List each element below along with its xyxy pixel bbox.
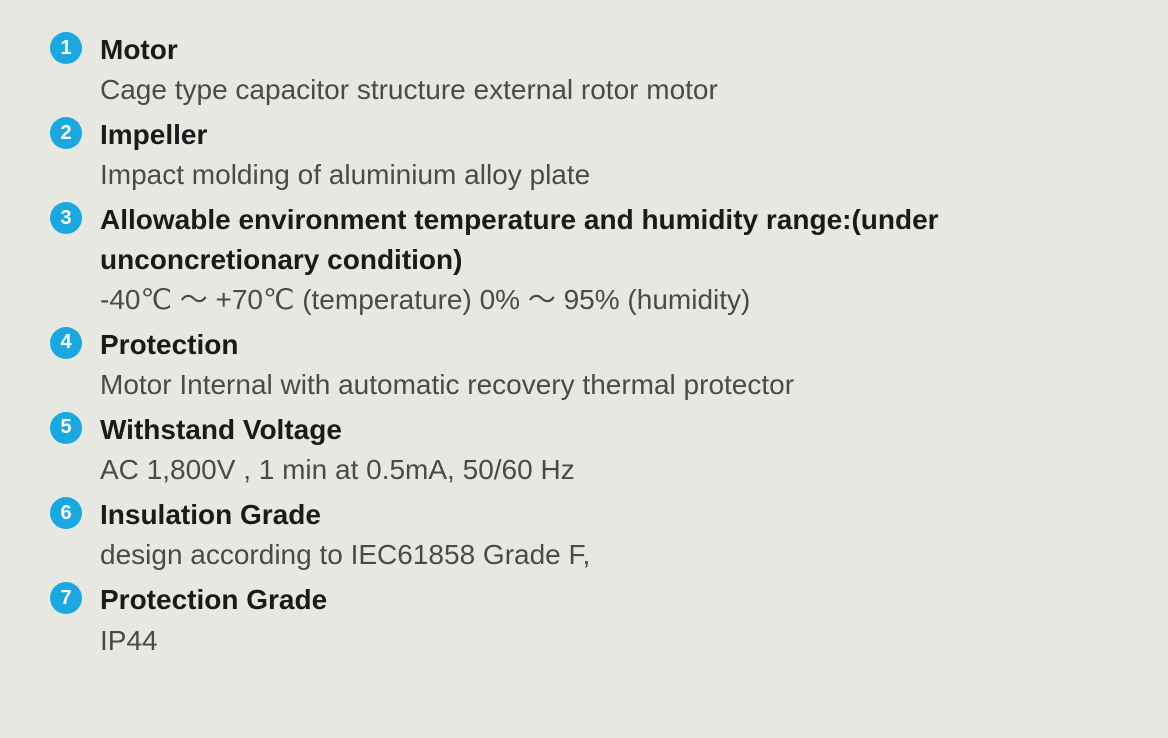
- spec-title: Protection: [100, 325, 1118, 364]
- spec-description: design according to IEC61858 Grade F,: [100, 534, 1118, 576]
- spec-item: 1 Motor Cage type capacitor structure ex…: [50, 30, 1118, 111]
- spec-item: 2 Impeller Impact molding of aluminium a…: [50, 115, 1118, 196]
- number-marker-icon: 5: [50, 412, 82, 444]
- spec-title: Motor: [100, 30, 1118, 69]
- spec-title: Insulation Grade: [100, 495, 1118, 534]
- spec-title: Withstand Voltage: [100, 410, 1118, 449]
- number-marker-icon: 7: [50, 582, 82, 614]
- spec-item: 5 Withstand Voltage AC 1,800V , 1 min at…: [50, 410, 1118, 491]
- number-marker-icon: 3: [50, 202, 82, 234]
- spec-item: 7 Protection Grade IP44: [50, 580, 1118, 661]
- specifications-list: 1 Motor Cage type capacitor structure ex…: [50, 30, 1118, 662]
- spec-item: 4 Protection Motor Internal with automat…: [50, 325, 1118, 406]
- spec-item: 3 Allowable environment temperature and …: [50, 200, 1118, 320]
- spec-description: AC 1,800V , 1 min at 0.5mA, 50/60 Hz: [100, 449, 1118, 491]
- number-marker-icon: 4: [50, 327, 82, 359]
- spec-description: IP44: [100, 620, 1118, 662]
- number-marker-icon: 2: [50, 117, 82, 149]
- spec-description: Motor Internal with automatic recovery t…: [100, 364, 1118, 406]
- spec-title: Protection Grade: [100, 580, 1118, 619]
- spec-title: Impeller: [100, 115, 1118, 154]
- spec-description: -40℃ ～ +70℃ (temperature) 0% ～ 95% (humi…: [100, 279, 1118, 321]
- spec-description: Cage type capacitor structure external r…: [100, 69, 1118, 111]
- number-marker-icon: 1: [50, 32, 82, 64]
- spec-title: Allowable environment temperature and hu…: [100, 200, 1118, 278]
- spec-item: 6 Insulation Grade design according to I…: [50, 495, 1118, 576]
- number-marker-icon: 6: [50, 497, 82, 529]
- spec-description: Impact molding of aluminium alloy plate: [100, 154, 1118, 196]
